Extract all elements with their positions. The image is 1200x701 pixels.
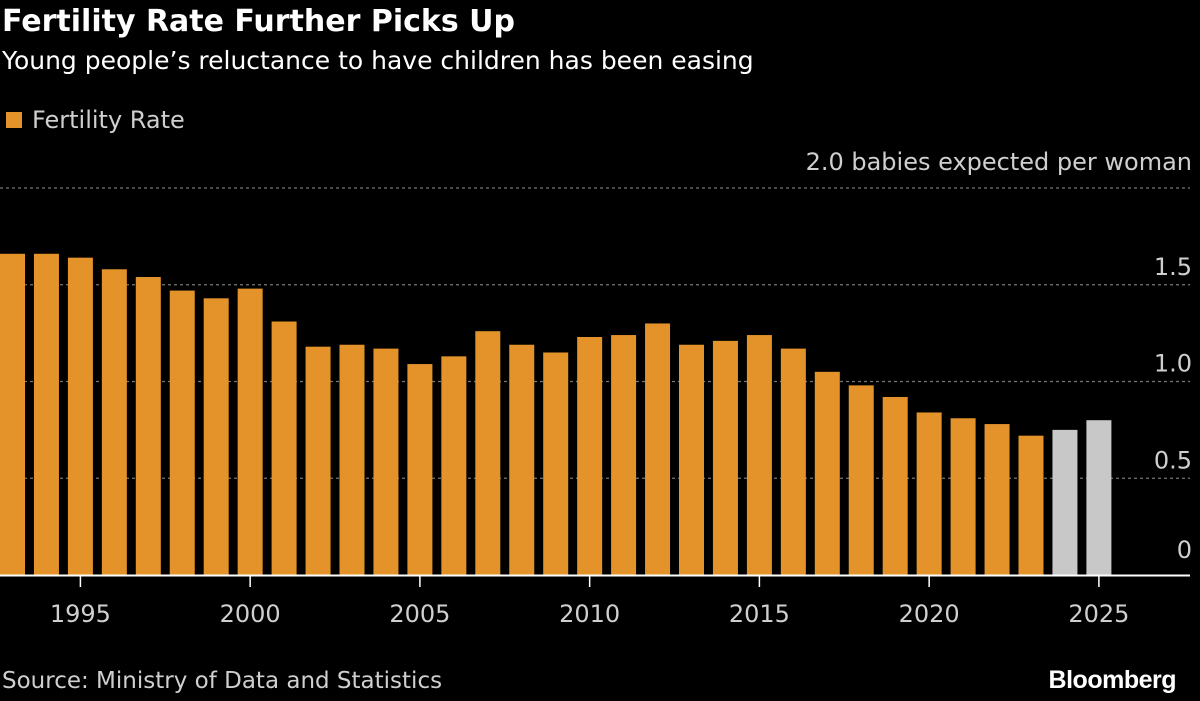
bar-2020 [916,412,942,575]
bar-1999 [203,298,229,575]
x-tick-label: 2005 [389,600,450,628]
bar-2021 [950,418,976,575]
bar-2014 [712,340,738,575]
y-tick-label: 1.0 [1154,350,1192,378]
legend: Fertility Rate [6,104,185,136]
bar-2004 [373,348,399,575]
bar-1996 [101,269,127,575]
x-tick-label: 2010 [559,600,620,628]
label-layer: 0 0.5 1.0 1.5 2.0 babies expected per woman 1… [50,148,1192,628]
bar-1998 [169,290,195,575]
y-axis-unit-label: 2.0 babies expected per woman [806,148,1192,176]
bar-2006 [441,356,467,575]
x-tick-label: 2000 [220,600,281,628]
chart-subtitle: Young people’s reluctance to have childr… [2,46,754,75]
bar-2001 [271,321,297,575]
bar-2019 [882,396,908,575]
bar-layer [0,253,1112,576]
bar-2017 [814,371,840,575]
bar-2016 [780,348,806,575]
bar-1995 [67,257,93,575]
bar-2002 [305,346,331,575]
x-tick-label: 2025 [1068,600,1129,628]
x-tick-label: 1995 [50,600,111,628]
y-tick-label: 1.5 [1154,253,1192,281]
bar-2003 [339,344,365,575]
axis-layer [0,574,1190,587]
bar-2011 [611,335,637,575]
bar-2018 [848,385,874,575]
bar-2010 [577,337,603,575]
bar-2007 [475,331,501,575]
y-tick-label: 0.5 [1154,446,1192,474]
x-tick-label: 2015 [729,600,790,628]
bar-2023 [1018,435,1044,575]
bar-2008 [509,344,535,575]
legend-label: Fertility Rate [32,106,185,134]
projected-bar-2025 [1086,420,1112,575]
bar-1994 [33,253,59,576]
bar-2012 [645,323,671,575]
bar-2013 [679,344,704,575]
bar-2005 [407,364,433,575]
source-note: Source: Ministry of Data and Statistics [2,668,443,694]
bar-2022 [984,424,1010,575]
x-tick-label: 2020 [899,600,960,628]
bar-2009 [543,352,569,575]
chart-title: Fertility Rate Further Picks Up [2,4,516,39]
projected-bar-2024 [1052,429,1078,576]
bar-1997 [135,277,161,575]
bar-1993 [0,253,25,576]
bloomberg-logo: Bloomberg [1048,666,1177,694]
y-tick-label: 0 [1177,536,1192,564]
bar-2000 [237,288,263,575]
bar-2015 [746,335,772,575]
legend-swatch [6,112,22,128]
